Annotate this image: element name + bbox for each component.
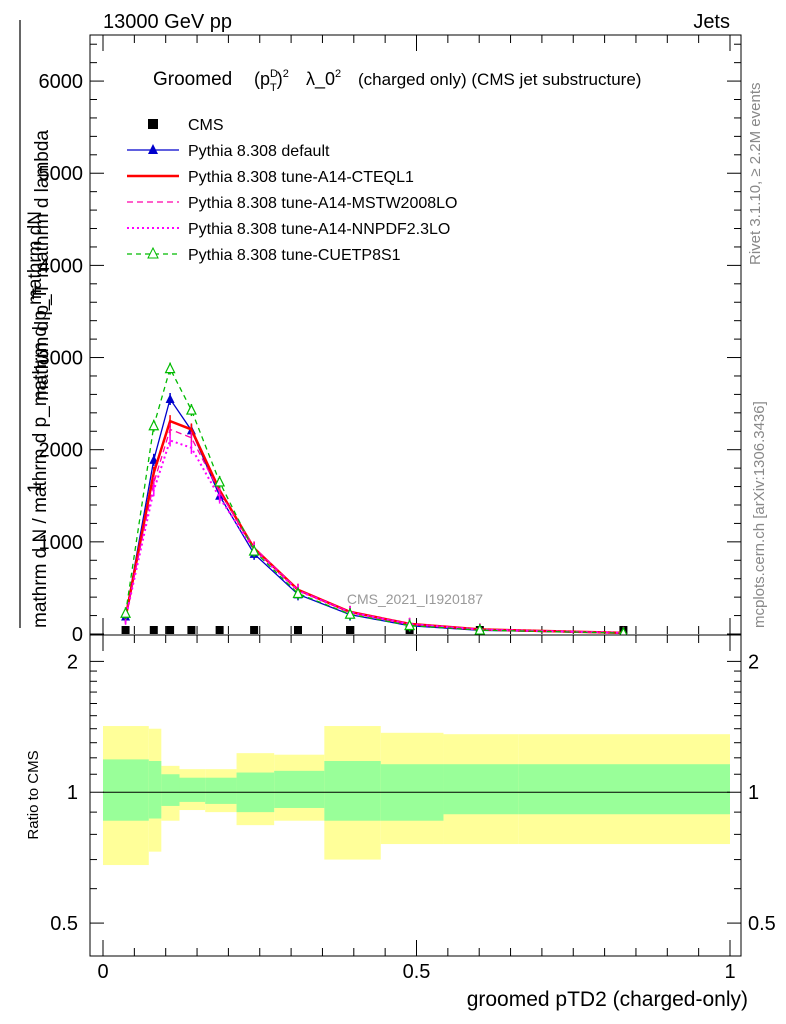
series-marker	[344, 607, 356, 619]
ratio-y-tick-label-right: 0.5	[748, 913, 776, 935]
cms-data-point	[166, 626, 175, 634]
main-plot-panel: 0 1000 2000 3000 4000 5000 6000 CMS_2021_I1920…	[19, 20, 742, 646]
analysis-watermark: CMS_2021_I1920187	[347, 591, 483, 607]
uncertainty-band-inner	[518, 764, 730, 815]
series-marker	[292, 587, 304, 599]
uncertainty-band-inner	[103, 759, 149, 821]
series-marker	[164, 362, 176, 374]
main-y-label: mathrm dN 1 mathrm d p_T mathrm d lambda…	[19, 20, 53, 628]
x-tick-label: 1	[724, 961, 735, 983]
plot-title-rest: (charged only) (CMS jet substructure)	[358, 70, 641, 89]
y-tick-label: 4000	[39, 255, 84, 277]
legend-label: Pythia 8.308 tune-CUETP8S1	[188, 247, 401, 264]
ratio-y-label: Ratio to CMS	[25, 750, 42, 839]
ratio-bands	[103, 726, 730, 866]
y-tick-label: 3000	[39, 348, 84, 370]
x-axis-label: groomed pTD2 (charged-only)	[467, 988, 748, 1011]
main-axis-ticks: 0 1000 2000 3000 4000 5000 6000	[39, 35, 741, 646]
y-tick-label: 0	[72, 624, 83, 646]
mcplots-label: mcplots.cern.ch [arXiv:1306.3436]	[751, 401, 768, 628]
header-right: Jets	[693, 11, 730, 33]
legend-entry: Pythia 8.308 default	[127, 143, 330, 160]
series-marker	[120, 606, 132, 618]
cms-data-point	[121, 626, 130, 634]
cms-data-point	[187, 626, 196, 634]
ratio-axis-ticks: 0.5 0.5 1 1 2 2 0 0.5 1	[50, 635, 776, 983]
cms-data-point	[346, 626, 355, 634]
ylabel-one: 1	[25, 483, 46, 494]
y-tick-label: 6000	[39, 71, 84, 93]
cms-data-point	[149, 626, 158, 634]
legend-label: Pythia 8.308 tune-A14-NNPDF2.3LO	[188, 221, 450, 238]
ratio-plot-panel: 0.5 0.5 1 1 2 2 0 0.5 1 Ratio to CMS groomed pTD…	[25, 634, 776, 1011]
x-tick-label: 0	[97, 961, 108, 983]
series-marker	[214, 475, 226, 487]
uncertainty-band-inner	[161, 774, 180, 806]
uncertainty-band-inner	[274, 770, 325, 808]
series-marker	[148, 419, 160, 431]
legend-label: Pythia 8.308 default	[188, 143, 330, 160]
ratio-y-tick-label: 2	[67, 651, 78, 673]
series-marker	[248, 544, 260, 556]
ratio-y-tick-label-right: 1	[748, 782, 759, 804]
uncertainty-band-inner	[443, 764, 519, 815]
legend-entry: Pythia 8.308 tune-A14-MSTW2008LO	[127, 195, 457, 212]
ratio-y-tick-label: 0.5	[50, 913, 78, 935]
main-plot-frame	[89, 34, 742, 636]
legend-label: Pythia 8.308 tune-A14-MSTW2008LO	[188, 195, 457, 212]
ratio-y-tick-label: 1	[67, 782, 78, 804]
legend-label: Pythia 8.308 tune-A14-CTEQL1	[188, 169, 414, 186]
legend-marker	[148, 119, 158, 129]
ylabel-prefix: mathrm d N / mathrm d p_mathrm d p_T	[30, 288, 51, 628]
plot-title-pre: Groomed	[153, 69, 232, 90]
ylabel-numerator: mathrm dN	[25, 211, 46, 305]
cms-data-point	[293, 626, 302, 634]
series-marker	[165, 394, 175, 404]
cms-data-point	[250, 626, 259, 634]
uncertainty-band-inner	[148, 760, 162, 819]
series-marker	[185, 403, 197, 415]
y-tick-label: 5000	[39, 163, 84, 185]
ylabel-denominator: mathrm d p_T mathrm d lambda	[32, 130, 53, 401]
legend-marker	[148, 144, 158, 154]
cms-data-point	[215, 626, 224, 634]
header-left: 13000 GeV pp	[103, 11, 232, 33]
legend-entry: Pythia 8.308 tune-CUETP8S1	[127, 246, 401, 264]
rivet-label: Rivet 3.1.10, ≥ 2.2M events	[747, 83, 764, 266]
legend-entry: Pythia 8.308 tune-A14-NNPDF2.3LO	[127, 221, 450, 238]
main-series-group	[120, 362, 629, 640]
legend-entry: CMS	[148, 117, 224, 134]
legend-label: CMS	[188, 117, 224, 134]
legend-marker	[147, 246, 159, 259]
ratio-y-tick-label-right: 2	[748, 651, 759, 673]
uncertainty-band-inner	[324, 760, 381, 821]
x-tick-label: 0.5	[403, 961, 431, 983]
series-marker	[474, 623, 486, 635]
uncertainty-band-inner	[179, 777, 206, 802]
y-tick-label: 2000	[39, 440, 84, 462]
legend: CMS Pythia 8.308 default Pythia 8.308 tune…	[127, 117, 457, 264]
series-marker	[404, 619, 416, 631]
plot-title-lambda: λ_02	[306, 68, 341, 90]
uncertainty-band-inner	[205, 777, 237, 804]
y-tick-label: 1000	[39, 532, 84, 554]
legend-entry: Pythia 8.308 tune-A14-CTEQL1	[127, 169, 414, 186]
